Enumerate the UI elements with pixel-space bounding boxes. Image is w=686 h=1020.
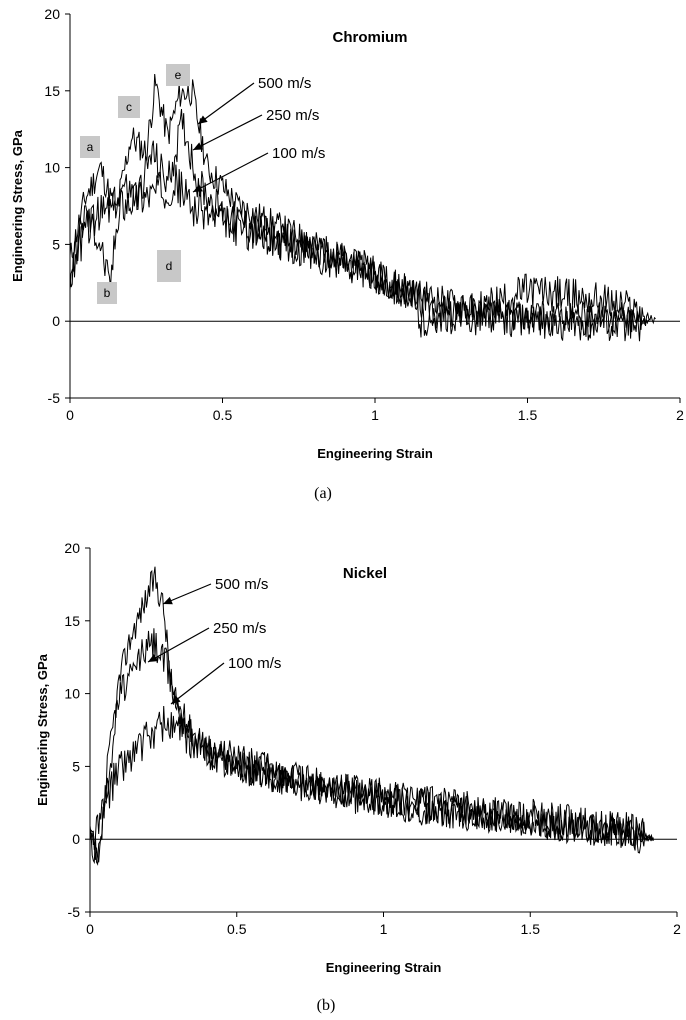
x-tick-label: 2 (673, 921, 681, 937)
series-line-3 (69, 164, 650, 342)
panel-a: -5 0 5 10 15 20 0 0.5 1 1.5 2 Chromium Engineering S… (10, 6, 684, 502)
y-tick-label: 20 (64, 540, 80, 556)
arrow (192, 152, 269, 193)
arrow-head (193, 142, 203, 150)
series-line-3 (89, 705, 654, 851)
arrow (170, 662, 225, 705)
chart-title: Chromium (333, 29, 408, 46)
panel-b: -5 0 5 10 15 20 0 0.5 1 1.5 2 Nickel Engineering Str… (35, 540, 681, 1014)
annotation-box (118, 96, 140, 118)
y-axis-title: Engineering Stress, GPa (35, 653, 50, 805)
y-tick-label: 15 (44, 83, 60, 99)
annotation-label: d (166, 259, 173, 273)
x-tick-label: 1.5 (521, 921, 541, 937)
x-tick-label: 1 (380, 921, 388, 937)
annotation-label: c (126, 100, 132, 114)
series-label: 100 m/s (272, 145, 325, 162)
x-tick-label: 0 (86, 921, 94, 937)
x-axis-title: Engineering Strain (317, 446, 433, 461)
y-tick-label: 0 (72, 831, 80, 847)
arrow-head (198, 115, 208, 124)
arrow (147, 627, 210, 663)
annotation-label: e (175, 68, 182, 82)
x-tick-label: 0.5 (213, 407, 233, 423)
y-tick-label: 5 (52, 236, 60, 252)
y-tick-label: -5 (68, 904, 81, 920)
series-label: 250 m/s (266, 107, 319, 124)
arrow-head (193, 184, 203, 192)
annotation-label: b (104, 286, 111, 300)
arrow-head (163, 596, 173, 605)
series-line-1 (69, 73, 650, 337)
annotation-label: a (87, 140, 94, 154)
y-tick-label: 10 (44, 160, 60, 176)
y-tick-label: 0 (52, 313, 60, 329)
series-line-2 (69, 108, 656, 333)
figure-caption: (a) (314, 485, 332, 502)
x-tick-label: 0 (66, 407, 74, 423)
annotation-box (157, 250, 181, 282)
series-label: 500 m/s (258, 75, 311, 92)
y-tick-label: 5 (72, 758, 80, 774)
y-tick-label: 10 (64, 686, 80, 702)
x-axis-title: Engineering Strain (326, 960, 442, 975)
y-tick-label: 20 (44, 6, 60, 22)
arrow-head (171, 695, 181, 704)
x-tick-label: 0.5 (227, 921, 247, 937)
arrow (192, 114, 263, 151)
annotation-box (80, 136, 100, 158)
series-label: 500 m/s (215, 576, 268, 593)
x-tick-label: 1.5 (518, 407, 538, 423)
arrow (197, 82, 255, 125)
chart-title: Nickel (343, 565, 387, 582)
arrow-head (148, 654, 158, 662)
y-tick-label: 15 (64, 613, 80, 629)
annotation-box (166, 64, 190, 86)
series-line-2 (89, 628, 654, 866)
y-tick-label: -5 (48, 390, 61, 406)
annotation-box (97, 282, 117, 304)
x-tick-label: 1 (371, 407, 379, 423)
figure-caption: (b) (317, 997, 336, 1014)
y-axis-title: Engineering Stress, GPa (10, 129, 25, 281)
series-label: 100 m/s (228, 655, 281, 672)
x-tick-label: 2 (676, 407, 684, 423)
series-label: 250 m/s (213, 620, 266, 637)
